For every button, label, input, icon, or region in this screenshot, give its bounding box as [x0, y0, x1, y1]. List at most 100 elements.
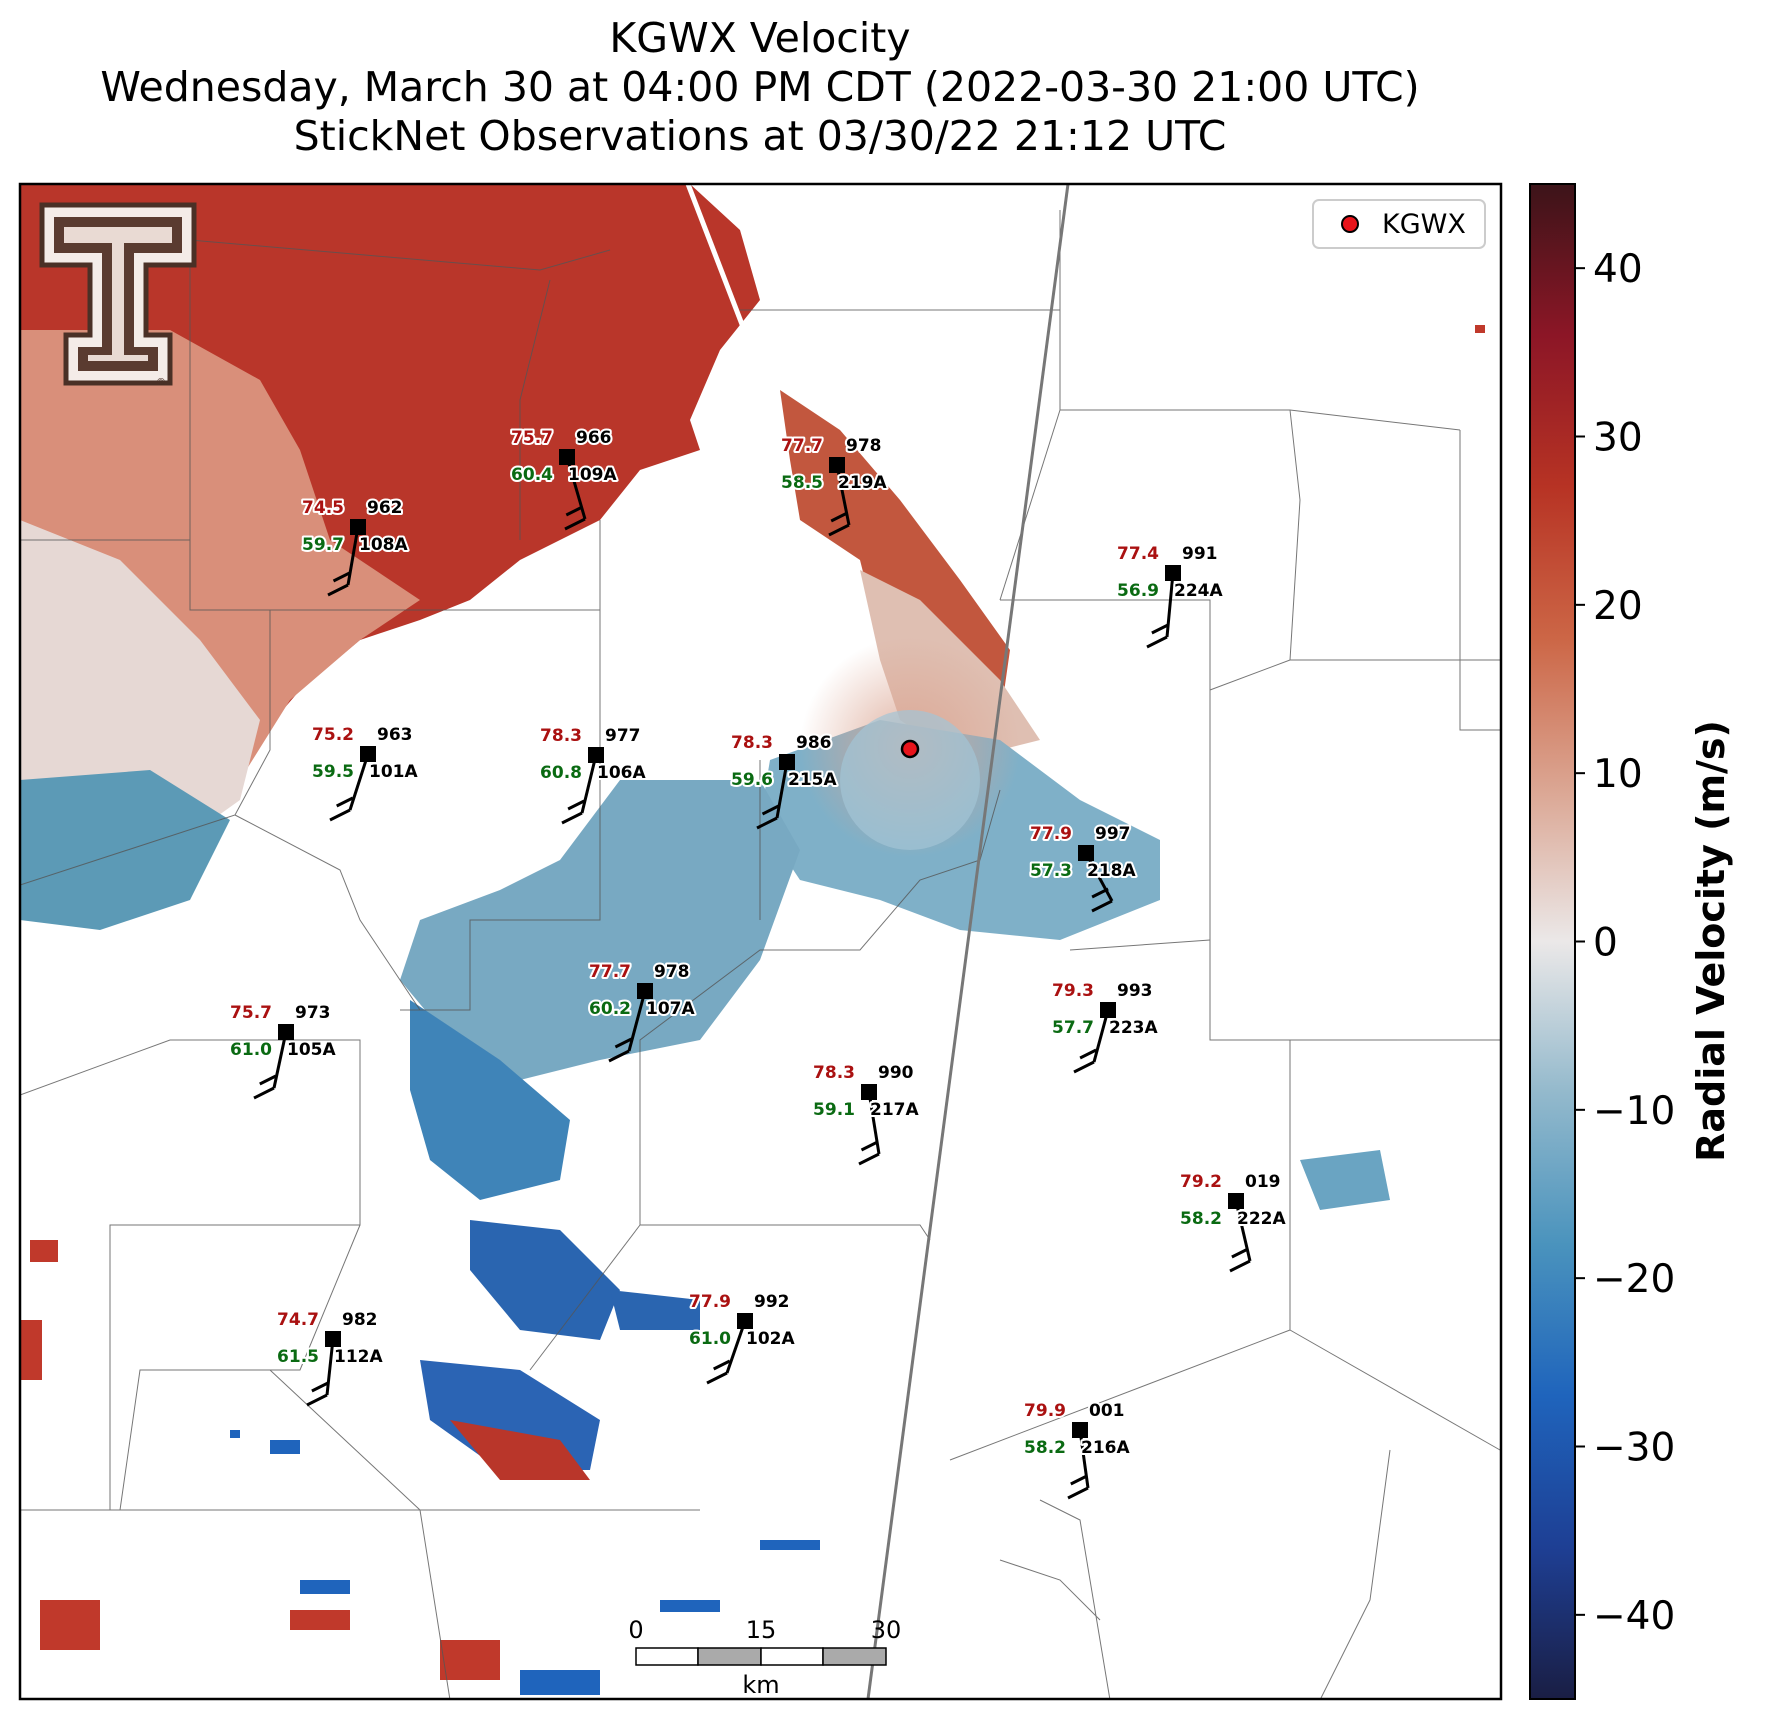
wind-barb-icon: [775, 761, 789, 819]
station-marker-icon: [350, 519, 366, 535]
station-id: 216A: [1081, 1438, 1130, 1458]
station-dewpoint: 60.2: [589, 999, 631, 1019]
title-radar: KGWX Velocity: [609, 14, 911, 62]
wind-barb-icon: [627, 990, 647, 1052]
station-dewpoint: 61.5: [277, 1347, 319, 1367]
station-marker-icon: [737, 1313, 753, 1329]
station-dewpoint: 58.5: [781, 473, 823, 493]
station-id: 217A: [870, 1100, 919, 1120]
station-dewpoint: 60.4: [511, 465, 553, 485]
station-marker-icon: [1165, 565, 1181, 581]
station-temperature: 74.5: [302, 498, 344, 518]
svg-text:®: ®: [156, 377, 166, 388]
station-id: 101A: [369, 762, 418, 782]
station-dewpoint: 59.5: [312, 762, 354, 782]
station-pressure: 982: [342, 1310, 378, 1330]
station-temperature: 79.3: [1052, 981, 1094, 1001]
station-marker-icon: [637, 983, 653, 999]
station-dewpoint: 59.1: [813, 1100, 855, 1120]
wind-barb-icon: [348, 753, 370, 811]
station-temperature: 77.4: [1117, 544, 1159, 564]
station-108A: 74.5 962 59.7 108A: [300, 496, 410, 597]
station-pressure: 991: [1182, 544, 1218, 564]
station-id: 218A: [1087, 861, 1136, 881]
station-temperature: 78.3: [731, 733, 773, 753]
station-temperature: 78.3: [813, 1063, 855, 1083]
station-id: 224A: [1174, 581, 1223, 601]
station-dewpoint: 58.2: [1024, 1438, 1066, 1458]
station-pressure: 977: [605, 726, 641, 746]
station-dewpoint: 57.3: [1030, 861, 1072, 881]
station-101A: 75.2 963 59.5 101A: [310, 723, 420, 822]
station-marker-icon: [779, 754, 795, 770]
station-marker-icon: [588, 747, 604, 763]
colorbar-tick-label: 0: [1593, 921, 1618, 966]
station-marker-icon: [1100, 1002, 1116, 1018]
station-marker-icon: [1072, 1422, 1088, 1438]
station-219A: 77.7 978 58.5 219A: [779, 434, 889, 537]
station-dewpoint: 59.7: [302, 535, 344, 555]
station-pressure: 978: [654, 962, 690, 982]
colorbar-tick-label: 10: [1593, 752, 1643, 797]
station-temperature: 75.7: [511, 428, 553, 448]
station-id: 108A: [359, 535, 408, 555]
colorbar-gradient: [1529, 183, 1576, 1700]
wind-barb-icon: [346, 526, 360, 586]
scale-bar: 0 15 30 km: [628, 1616, 901, 1699]
station-temperature: 79.2: [1180, 1172, 1222, 1192]
county-boundaries: [20, 210, 1501, 1699]
colorbar-tick-label: 30: [1593, 416, 1643, 461]
station-224A: 77.4 991 56.9 224A: [1115, 542, 1225, 649]
station-pressure: 963: [377, 725, 413, 745]
station-pressure: 973: [295, 1003, 331, 1023]
station-marker-icon: [1228, 1193, 1244, 1209]
colorbar-tick-label: 20: [1593, 584, 1643, 629]
colorbar-label: Radial Velocity (m/s): [1689, 720, 1733, 1162]
station-dewpoint: 56.9: [1117, 581, 1159, 601]
station-216A: 79.9 001 58.2 216A: [1022, 1399, 1132, 1500]
station-pressure: 978: [846, 436, 882, 456]
station-dewpoint: 57.7: [1052, 1018, 1094, 1038]
station-dewpoint: 59.6: [731, 770, 773, 790]
station-marker-icon: [278, 1024, 294, 1040]
station-dewpoint: 61.0: [689, 1329, 731, 1349]
station-marker-icon: [829, 457, 845, 473]
station-id: 106A: [597, 763, 646, 783]
wind-barb-icon: [1234, 1200, 1252, 1262]
wind-barb-icon: [1092, 1009, 1110, 1063]
station-temperature: 78.3: [540, 726, 582, 746]
scale-tick-15: 15: [746, 1616, 777, 1644]
station-id: 223A: [1109, 1018, 1158, 1038]
station-temperature: 79.9: [1024, 1401, 1066, 1421]
station-marker-icon: [1078, 845, 1094, 861]
station-222A: 79.2 019 58.2 222A: [1178, 1170, 1288, 1273]
colorbar-tick-label: −30: [1593, 1426, 1675, 1471]
station-pressure: 962: [367, 498, 403, 518]
station-107A: 77.7 978 60.2 107A: [587, 960, 697, 1063]
station-temperature: 75.7: [230, 1003, 272, 1023]
station-112A: 74.7 982 61.5 112A: [275, 1308, 385, 1407]
station-pressure: 001: [1089, 1401, 1125, 1421]
title-observations: StickNet Observations at 03/30/22 21:12 …: [293, 112, 1227, 160]
station-id: 107A: [646, 999, 695, 1019]
legend-label: KGWX: [1382, 209, 1466, 240]
texas-tech-logo-icon: ®: [39, 202, 197, 388]
station-temperature: 74.7: [277, 1310, 319, 1330]
station-id: 102A: [746, 1329, 795, 1349]
colorbar: 40 30 20 10 0 −10 −20 −30 −40 Radial Velocity (m…: [1529, 183, 1733, 1700]
wind-barb-icon: [272, 1031, 288, 1089]
wind-barb-icon: [1078, 1429, 1090, 1489]
state-border-line: [866, 183, 1070, 1700]
station-marker-icon: [559, 449, 575, 465]
wind-barb-icon: [835, 464, 851, 526]
station-id: 219A: [838, 473, 887, 493]
station-106A: 78.3 977 60.8 106A: [538, 724, 648, 825]
radar-site-marker-icon: [900, 739, 920, 759]
station-dewpoint: 58.2: [1180, 1209, 1222, 1229]
station-pressure: 019: [1245, 1172, 1281, 1192]
title-block: KGWX Velocity Wednesday, March 30 at 04:…: [20, 14, 1500, 161]
colorbar-tick-label: −40: [1593, 1594, 1675, 1639]
station-id: 112A: [334, 1347, 383, 1367]
station-pressure: 990: [878, 1063, 914, 1083]
